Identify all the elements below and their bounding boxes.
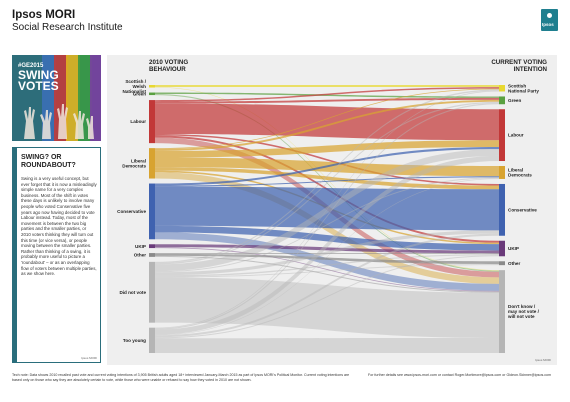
footer: Tech note: Data shows 2010 recalled past… (12, 373, 558, 383)
poster-title-line1: SWING (18, 68, 59, 82)
explainer-credit: Ipsos MORI (81, 356, 97, 360)
voting-flow-sankey: Scottish / Welsh NationalistGreenLabourLib… (117, 59, 551, 362)
left-node (149, 327, 155, 353)
right-node (499, 96, 505, 105)
flow-band (155, 247, 499, 292)
flow-band (155, 89, 499, 264)
flow-band (155, 186, 499, 231)
flow-band (155, 103, 499, 330)
left-node-label: Green (133, 91, 146, 96)
right-node (499, 270, 505, 353)
right-node-label: Conservative (508, 207, 537, 212)
left-node (149, 253, 155, 257)
left-node (149, 261, 155, 323)
left-node-label: Conservative (117, 209, 146, 214)
poster-hashtag: #GE2015 (18, 63, 44, 69)
right-node-label: Labour (508, 133, 524, 138)
left-node-label: Liberal Democrats (122, 158, 146, 168)
left-node (149, 92, 155, 96)
header: Ipsos MORI Social Research Institute Ips… (12, 9, 558, 41)
flow-band (155, 244, 499, 254)
left-column: #GE2015 SWING VOTES SWING? OR ROUNDABOUT… (12, 55, 101, 363)
flow-band (155, 176, 499, 187)
flow-band (155, 87, 499, 102)
right-node (499, 109, 505, 162)
right-node (499, 183, 505, 236)
left-node (149, 244, 155, 249)
raised-hands-icon (24, 104, 94, 139)
contact-note: For further details see www.ipsos-mori.c… (368, 373, 552, 377)
left-node-label: Did not vote (119, 290, 146, 295)
left-node-label: Too young (123, 338, 146, 343)
flow-band (155, 85, 499, 88)
flow-band (155, 225, 499, 251)
flow-band (155, 167, 499, 190)
labels-layer: Scottish / Welsh NationalistGreenLabourLib… (117, 59, 551, 362)
chart-panel: Scottish / Welsh Nationalist Green Labour Lib… (107, 55, 557, 365)
flow-band (155, 230, 499, 276)
right-node-label: UKIP (508, 246, 519, 251)
flow-band (155, 90, 499, 329)
flow-band (155, 254, 499, 277)
chart-credit: Ipsos MORI (535, 358, 551, 362)
flow-band (155, 177, 499, 273)
brand-subtitle: Social Research Institute (12, 22, 123, 33)
flow-band (155, 134, 499, 186)
flow-band (155, 277, 499, 338)
flow-band (155, 253, 499, 265)
left-node-label: Other (134, 253, 146, 258)
left-node (149, 183, 155, 240)
flow-band (155, 99, 499, 151)
flow-band (155, 103, 499, 141)
logo-text: Ipsos (542, 22, 554, 27)
swing-explainer-box: SWING? OR ROUNDABOUT? Swing is a very us… (12, 147, 101, 363)
flow-band (155, 233, 499, 338)
flow-band (155, 232, 499, 291)
left-node-label: UKIP (135, 244, 146, 249)
left-node (149, 85, 155, 88)
flow-band (155, 94, 499, 272)
flow-band (155, 255, 499, 293)
right-axis-title: CURRENT VOTING INTENTION (491, 59, 547, 73)
flow-band (155, 97, 499, 104)
explainer-heading: SWING? OR ROUNDABOUT? (21, 154, 76, 169)
swing-votes-poster: #GE2015 SWING VOTES (12, 55, 101, 141)
flow-band (155, 155, 499, 335)
tech-note: Tech note: Data shows 2010 recalled past… (12, 373, 350, 382)
left-node (149, 148, 155, 179)
flow-band (155, 92, 499, 98)
flow-band (155, 140, 499, 158)
left-node-label: Scottish / Welsh Nationalist (123, 79, 147, 94)
brand-name: Ipsos MORI (12, 9, 76, 21)
right-node-label: Liberal Democrats (508, 168, 532, 178)
flow-band (155, 253, 499, 255)
flow-band (155, 337, 499, 353)
right-node (499, 240, 505, 257)
right-node-label: Scottish National Party (508, 83, 539, 93)
left-node (149, 100, 155, 144)
poster-title: SWING VOTES (18, 68, 59, 93)
flow-band (155, 101, 499, 265)
right-node (499, 261, 505, 266)
nodes-layer (149, 85, 505, 353)
right-node (499, 166, 505, 179)
explainer-body: Swing is a very useful concept, but ever… (21, 176, 97, 277)
flow-band (155, 88, 499, 149)
flows-layer (155, 85, 499, 353)
flow-band (155, 264, 499, 278)
left-axis-title: 2010 VOTING BEHAVIOUR (149, 59, 188, 73)
flow-band (155, 147, 499, 186)
flow-band (155, 178, 499, 336)
right-node-label: Other (508, 261, 520, 266)
left-node-label: Labour (130, 119, 146, 124)
flow-band (155, 255, 499, 339)
flow-band (155, 149, 499, 272)
poster-stripe (90, 55, 101, 141)
right-node-label: Don't know / may not vote / will not vote (507, 304, 540, 319)
ipsos-logo-icon: Ipsos (541, 9, 558, 31)
right-node-label: Green (508, 98, 521, 103)
right-node (499, 85, 505, 92)
poster-title-line2: VOTES (18, 79, 59, 93)
